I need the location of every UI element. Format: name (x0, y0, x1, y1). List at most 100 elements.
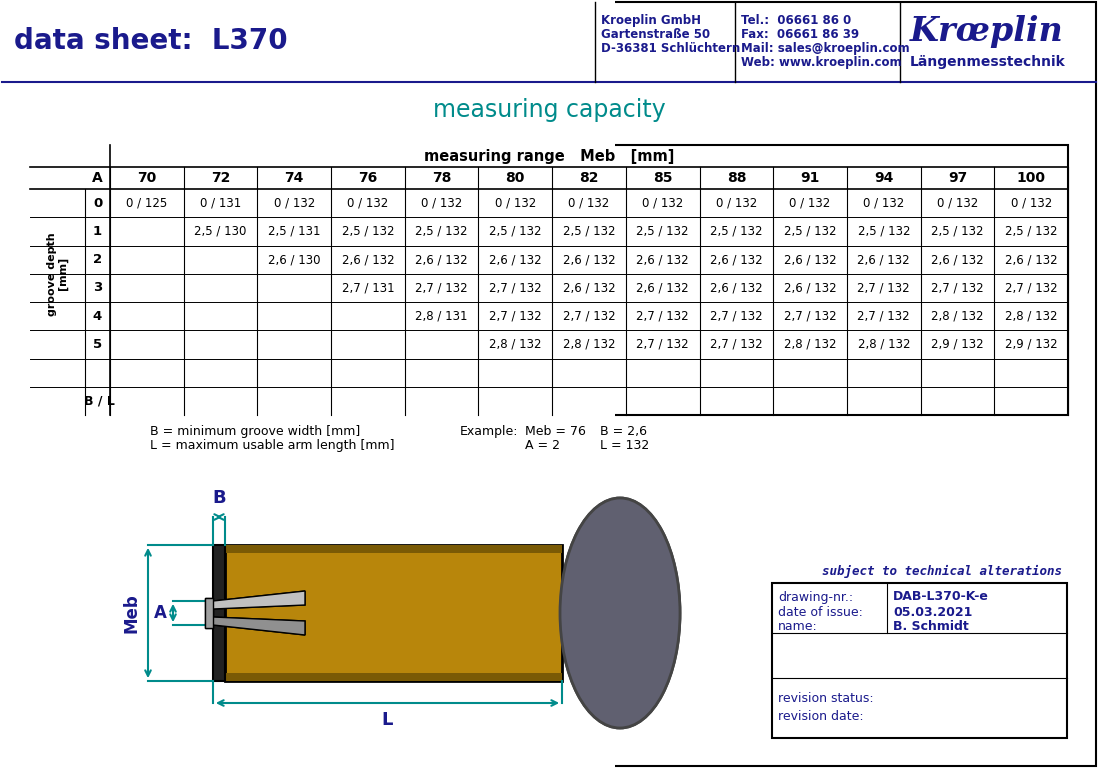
Text: Meb = 76: Meb = 76 (525, 425, 586, 438)
Text: Krœplin: Krœplin (910, 15, 1064, 48)
Text: 0 / 132: 0 / 132 (495, 197, 536, 210)
Polygon shape (213, 617, 305, 635)
Text: 2,7 / 132: 2,7 / 132 (931, 281, 984, 294)
Text: 2,8 / 132: 2,8 / 132 (563, 338, 615, 351)
Ellipse shape (560, 498, 680, 728)
Text: 0 / 132: 0 / 132 (937, 197, 978, 210)
Text: 0 / 125: 0 / 125 (126, 197, 168, 210)
Text: 97: 97 (948, 171, 967, 185)
Polygon shape (213, 617, 305, 635)
Text: 2,6 / 132: 2,6 / 132 (710, 281, 763, 294)
Text: 0 / 132: 0 / 132 (273, 197, 315, 210)
Text: Example:: Example: (460, 425, 518, 438)
Text: Meb: Meb (122, 593, 141, 633)
Bar (205, 598, 213, 628)
Text: B / L: B / L (85, 395, 115, 407)
Text: 2,8 / 131: 2,8 / 131 (415, 310, 468, 323)
Text: 2,7 / 132: 2,7 / 132 (784, 310, 837, 323)
Ellipse shape (560, 498, 680, 728)
Text: B = minimum groove width [mm]: B = minimum groove width [mm] (150, 425, 360, 438)
Text: data sheet:  L370: data sheet: L370 (14, 27, 288, 55)
Text: 2,8 / 132: 2,8 / 132 (784, 338, 837, 351)
Text: 0 / 132: 0 / 132 (569, 197, 609, 210)
Text: 2,5 / 132: 2,5 / 132 (415, 225, 468, 238)
Polygon shape (213, 591, 305, 609)
Text: name:: name: (778, 620, 818, 633)
Text: 0 / 132: 0 / 132 (421, 197, 462, 210)
Text: 2,8 / 132: 2,8 / 132 (858, 338, 910, 351)
Text: 2,9 / 132: 2,9 / 132 (1005, 338, 1057, 351)
Text: B. Schmidt: B. Schmidt (893, 620, 968, 633)
Polygon shape (562, 601, 605, 625)
Text: revision status:: revision status: (778, 691, 874, 704)
Text: 100: 100 (1017, 171, 1045, 185)
Text: subject to technical alterations: subject to technical alterations (822, 564, 1062, 578)
Text: date of issue:: date of issue: (778, 605, 863, 618)
Text: 0 / 132: 0 / 132 (863, 197, 905, 210)
Text: drawing-nr.:: drawing-nr.: (778, 591, 853, 604)
Text: 2,6 / 132: 2,6 / 132 (637, 253, 690, 266)
Text: 2,6 / 130: 2,6 / 130 (268, 253, 321, 266)
Text: Mail: sales@kroeplin.com: Mail: sales@kroeplin.com (741, 42, 909, 55)
Text: 2,6 / 132: 2,6 / 132 (710, 253, 763, 266)
Bar (213, 545, 225, 681)
Text: 2,6 / 132: 2,6 / 132 (784, 253, 837, 266)
Text: 2,6 / 132: 2,6 / 132 (1005, 253, 1057, 266)
Text: 2,5 / 132: 2,5 / 132 (784, 225, 837, 238)
Text: 70: 70 (137, 171, 157, 185)
Text: DAB-L370-K-e: DAB-L370-K-e (893, 591, 989, 604)
Bar (0, 0, 615, 768)
Text: 2,7 / 132: 2,7 / 132 (858, 310, 910, 323)
Text: revision date:: revision date: (778, 710, 864, 723)
Text: Tel.:  06661 86 0: Tel.: 06661 86 0 (741, 14, 851, 27)
Text: 0 / 132: 0 / 132 (789, 197, 831, 210)
Text: 2,5 / 131: 2,5 / 131 (268, 225, 321, 238)
Bar (30, 145, 1068, 415)
Text: 2,5 / 132: 2,5 / 132 (710, 225, 763, 238)
Text: 2,5 / 132: 2,5 / 132 (1005, 225, 1057, 238)
Text: B: B (212, 489, 226, 507)
Text: Gartenstraße 50: Gartenstraße 50 (601, 28, 710, 41)
Text: 2,7 / 132: 2,7 / 132 (489, 310, 541, 323)
Text: 2,9 / 132: 2,9 / 132 (931, 338, 984, 351)
Text: 78: 78 (432, 171, 451, 185)
Text: 0 / 131: 0 / 131 (200, 197, 242, 210)
Text: 2,6 / 132: 2,6 / 132 (858, 253, 910, 266)
Text: 2,6 / 132: 2,6 / 132 (341, 253, 394, 266)
Text: 80: 80 (505, 171, 525, 185)
Text: 85: 85 (653, 171, 672, 185)
Text: Fax:  06661 86 39: Fax: 06661 86 39 (741, 28, 859, 41)
Bar (225, 545, 562, 553)
Polygon shape (213, 591, 305, 609)
Text: 91: 91 (800, 171, 820, 185)
Text: 3: 3 (93, 281, 102, 294)
Text: 88: 88 (727, 171, 747, 185)
Text: A: A (92, 171, 103, 185)
Text: 2,5 / 130: 2,5 / 130 (194, 225, 247, 238)
Text: 2,7 / 132: 2,7 / 132 (637, 310, 690, 323)
Text: 2,5 / 132: 2,5 / 132 (637, 225, 688, 238)
Bar (225, 673, 562, 681)
Text: 0 / 132: 0 / 132 (642, 197, 683, 210)
Text: 2,7 / 132: 2,7 / 132 (489, 281, 541, 294)
Text: 2,7 / 132: 2,7 / 132 (562, 310, 615, 323)
Text: 94: 94 (874, 171, 894, 185)
Text: Längenmesstechnik: Längenmesstechnik (910, 55, 1066, 69)
Text: 1: 1 (93, 225, 102, 238)
Bar (225, 673, 562, 681)
Text: 2,6 / 132: 2,6 / 132 (931, 253, 984, 266)
Text: measuring range   Meb   [mm]: measuring range Meb [mm] (424, 148, 674, 164)
Text: 2,8 / 132: 2,8 / 132 (489, 338, 541, 351)
Text: 2,7 / 131: 2,7 / 131 (341, 281, 394, 294)
Text: 2,7 / 132: 2,7 / 132 (710, 338, 763, 351)
Text: L = maximum usable arm length [mm]: L = maximum usable arm length [mm] (150, 439, 394, 452)
Text: 74: 74 (284, 171, 304, 185)
Text: 4: 4 (93, 310, 102, 323)
Text: L: L (382, 711, 393, 729)
Text: Kroeplin GmbH: Kroeplin GmbH (601, 14, 701, 27)
Text: measuring capacity: measuring capacity (433, 98, 665, 122)
Text: 2,7 / 132: 2,7 / 132 (710, 310, 763, 323)
Bar (225, 545, 562, 681)
Text: 2,6 / 132: 2,6 / 132 (489, 253, 541, 266)
Text: 0 / 132: 0 / 132 (347, 197, 389, 210)
